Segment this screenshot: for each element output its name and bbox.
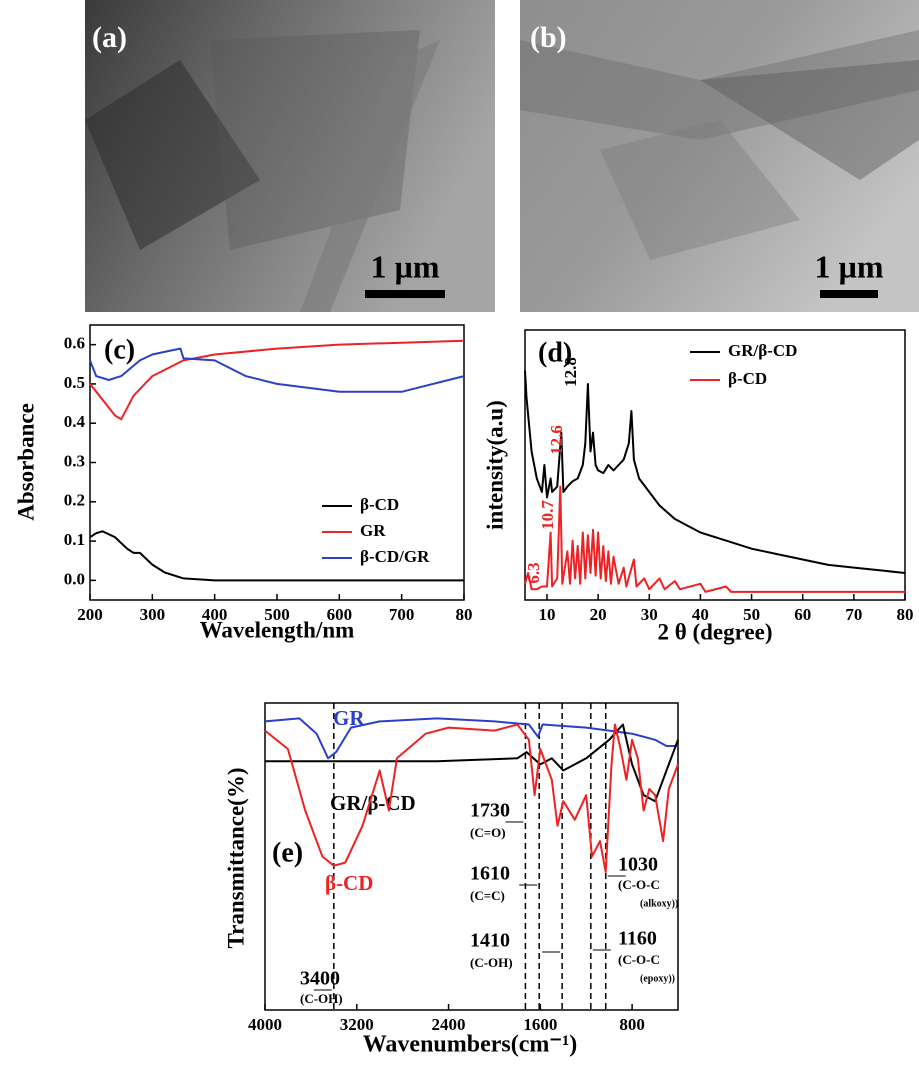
panel-label: (e) xyxy=(272,837,303,868)
scale-label: 1 µm xyxy=(814,248,883,284)
peak-label: 1410 xyxy=(470,930,510,952)
x-tick-label: 80 xyxy=(897,605,914,624)
x-tick-label: 4000 xyxy=(248,1015,282,1034)
series-line xyxy=(524,370,906,574)
x-axis-label: Wavelength/nm xyxy=(200,617,355,642)
y-tick-label: 0.6 xyxy=(64,334,85,353)
legend-label: GR/β-CD xyxy=(728,341,797,360)
legend-label: GR xyxy=(360,521,386,540)
texture xyxy=(520,30,919,140)
bond-label: (C-OH) xyxy=(300,991,343,1006)
x-axis-label: Wavenumbers(cm⁻¹) xyxy=(363,1032,578,1058)
x-tick-label: 600 xyxy=(327,605,353,624)
x-tick-label: 200 xyxy=(77,605,103,624)
legend-label: β-CD/GR xyxy=(360,547,430,566)
texture xyxy=(600,120,800,260)
x-tick-label: 40 xyxy=(692,605,709,624)
peak-label: 3400 xyxy=(300,968,340,990)
bond-label: (C-O-C xyxy=(618,877,660,892)
texture xyxy=(700,60,919,180)
y-tick-label: 0.3 xyxy=(64,451,85,470)
x-tick-label: 700 xyxy=(389,605,415,624)
x-tick-label: 1600 xyxy=(523,1015,557,1034)
x-tick-label: 3200 xyxy=(340,1015,374,1034)
y-tick-label: 0.4 xyxy=(64,412,86,431)
tem-image-a xyxy=(85,0,495,312)
y-tick-label: 0.0 xyxy=(64,569,85,588)
peak-label: 10.7 xyxy=(538,500,557,530)
series-line xyxy=(264,717,678,760)
bond-label: (C=C) xyxy=(470,888,505,903)
texture xyxy=(300,40,440,312)
series-line xyxy=(89,530,464,582)
series-line xyxy=(89,347,465,393)
peak-label: 1730 xyxy=(470,800,510,822)
x-tick-label: 800 xyxy=(619,1015,645,1034)
bond-label: (C-O-C xyxy=(618,952,660,967)
panel-label: (a) xyxy=(92,21,127,54)
scale-bar xyxy=(820,290,878,298)
peak-label: 1030 xyxy=(618,854,658,876)
peak-label: 1160 xyxy=(618,928,657,950)
series-label: β-CD xyxy=(325,871,373,895)
x-tick-label: 2400 xyxy=(432,1015,466,1034)
scale-label: 1 µm xyxy=(370,248,439,284)
x-axis-label: 2 θ (degree) xyxy=(657,619,772,644)
x-tick-label: 80 xyxy=(456,605,473,624)
bond-note: (epoxy)) xyxy=(640,973,675,984)
x-tick-label: 10 xyxy=(538,605,555,624)
x-tick-label: 20 xyxy=(590,605,607,624)
panel-label: (b) xyxy=(530,21,567,54)
bond-label: (C-OH) xyxy=(470,955,513,970)
x-tick-label: 30 xyxy=(641,605,658,624)
x-tick-label: 500 xyxy=(264,605,290,624)
x-tick-label: 60 xyxy=(794,605,811,624)
y-tick-label: 0.5 xyxy=(64,373,85,392)
series-label: GR xyxy=(333,706,365,730)
y-axis-label: Absorbance xyxy=(13,403,38,521)
texture xyxy=(85,60,260,250)
series-line xyxy=(265,723,679,803)
image xyxy=(520,0,919,312)
peak-label: 12.6 xyxy=(547,425,566,455)
tem-image-b xyxy=(520,0,919,312)
y-axis-label: intensity(a.u) xyxy=(482,400,507,530)
y-tick-label: 0.2 xyxy=(64,491,85,510)
panel-label: (c) xyxy=(104,334,135,365)
plot-frame xyxy=(524,329,906,601)
y-axis-label: Transmittance(%) xyxy=(223,768,248,949)
scale-bar xyxy=(365,290,445,298)
legend-label: β-CD xyxy=(360,495,399,514)
peak-label: 1610 xyxy=(470,863,510,885)
peak-label: 6.3 xyxy=(524,562,543,583)
x-tick-label: 70 xyxy=(845,605,862,624)
y-tick-label: 0.1 xyxy=(64,530,85,549)
plot-frame xyxy=(264,702,679,1011)
bond-note: (alkoxy)) xyxy=(640,898,678,909)
peak-label: 12.8 xyxy=(561,357,580,387)
bond-label: (C=O) xyxy=(470,825,506,840)
legend-label: β-CD xyxy=(728,369,767,388)
x-tick-label: 400 xyxy=(202,605,228,624)
series-line xyxy=(524,485,905,593)
panel-label: (d) xyxy=(538,337,572,368)
series-line xyxy=(264,723,679,873)
x-tick-label: 50 xyxy=(743,605,760,624)
x-tick-label: 300 xyxy=(140,605,166,624)
series-line xyxy=(89,339,465,421)
